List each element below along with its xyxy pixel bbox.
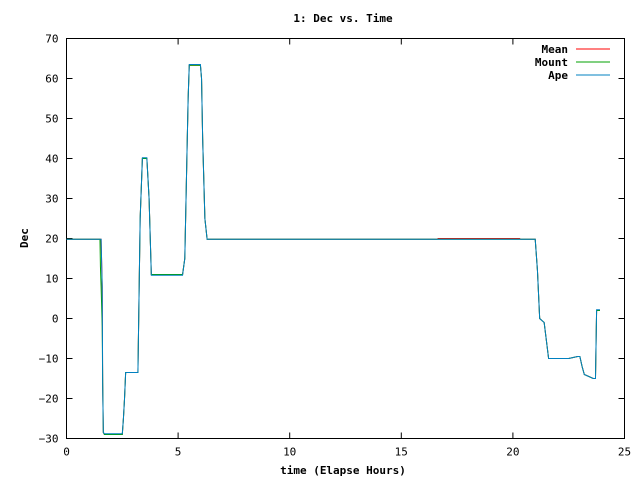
y-tick-label: 40: [45, 153, 58, 166]
x-tick-label: 10: [283, 446, 296, 459]
y-tick-label: −10: [39, 353, 59, 366]
series-line-ape: [66, 64, 600, 435]
chart-title: 1: Dec vs. Time: [293, 12, 393, 25]
x-tick-label: 20: [506, 446, 519, 459]
legend-label-mean: Mean: [542, 43, 569, 56]
y-tick-label: 10: [45, 273, 58, 286]
y-tick-label: −20: [39, 393, 59, 406]
y-tick-label: 0: [52, 313, 59, 326]
y-axis-label: Dec: [18, 228, 31, 248]
y-tick-label: 30: [45, 193, 58, 206]
legend-label-ape: Ape: [548, 69, 568, 82]
x-tick-label: 25: [618, 446, 631, 459]
x-tick-label: 15: [395, 446, 408, 459]
x-tick-label: 0: [63, 446, 70, 459]
x-axis-label: time (Elapse Hours): [280, 464, 406, 477]
series-line-mount: [66, 64, 600, 435]
series-line-mean: [66, 64, 600, 435]
y-tick-label: 70: [45, 33, 58, 46]
x-tick-label: 5: [175, 446, 182, 459]
legend-label-mount: Mount: [535, 56, 568, 69]
y-tick-label: 50: [45, 113, 58, 126]
series-layer: [66, 64, 600, 435]
y-tick-label: −30: [39, 433, 59, 446]
axis-ticks: 0 5 10 15 20 25 −30 −20 −10 0 10 20 30 40 50 60 70: [39, 33, 632, 459]
y-tick-label: 20: [45, 233, 58, 246]
y-tick-label: 60: [45, 73, 58, 86]
